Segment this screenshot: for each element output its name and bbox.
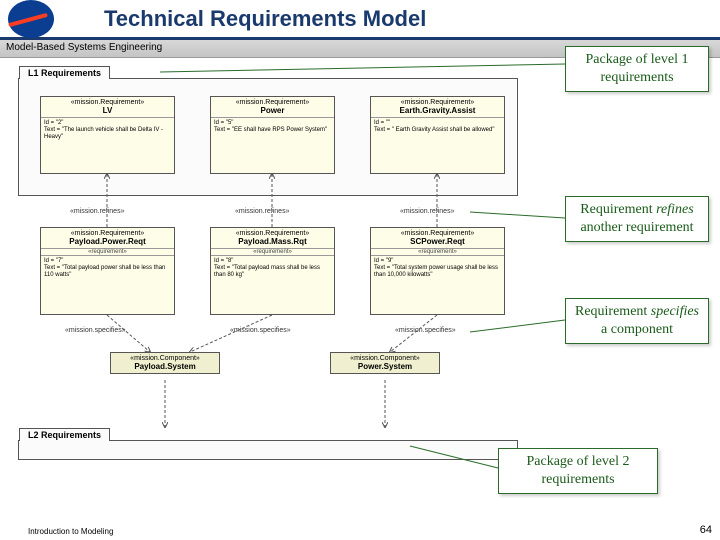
rel-refines-2: «mission.refines» xyxy=(235,208,289,215)
req-scp: «mission.Requirement» SCPower.Reqt «requ… xyxy=(370,227,505,315)
req-power: «mission.Requirement» Power Id = "5"Text… xyxy=(210,96,335,174)
req-pmr: «mission.Requirement» Payload.Mass.Rqt «… xyxy=(210,227,335,315)
rel-refines-3: «mission.refines» xyxy=(400,208,454,215)
page-title: Technical Requirements Model xyxy=(104,6,426,32)
rel-refines-1: «mission.refines» xyxy=(70,208,124,215)
diagram: L1 Requirements «mission.Requirement» LV… xyxy=(10,62,560,492)
callout-refines: Requirement refines another requirement xyxy=(565,196,709,242)
req-ppr: «mission.Requirement» Payload.Power.Reqt… xyxy=(40,227,175,315)
package-l1-tab: L1 Requirements xyxy=(19,66,110,79)
req-lv: «mission.Requirement» LV Id = "2"Text = … xyxy=(40,96,175,174)
callout-l1: Package of level 1 requirements xyxy=(565,46,709,92)
nasa-logo-icon xyxy=(8,0,54,38)
rel-spec-2: «mission.specifies» xyxy=(230,327,291,334)
rel-spec-1: «mission.specifies» xyxy=(65,327,126,334)
header: Technical Requirements Model xyxy=(0,0,720,40)
package-l2: L2 Requirements xyxy=(18,440,518,460)
callout-l2: Package of level 2 requirements xyxy=(498,448,658,494)
callout-specifies: Requirement specifies a component xyxy=(565,298,709,344)
comp-payload-system: «mission.Component» Payload.System xyxy=(110,352,220,374)
package-l2-tab: L2 Requirements xyxy=(19,428,110,441)
footer-left: Introduction to Modeling xyxy=(28,527,113,536)
page-number: 64 xyxy=(700,524,712,536)
rel-spec-3: «mission.specifies» xyxy=(395,327,456,334)
req-ega: «mission.Requirement» Earth.Gravity.Assi… xyxy=(370,96,505,174)
comp-power-system: «mission.Component» Power.System xyxy=(330,352,440,374)
